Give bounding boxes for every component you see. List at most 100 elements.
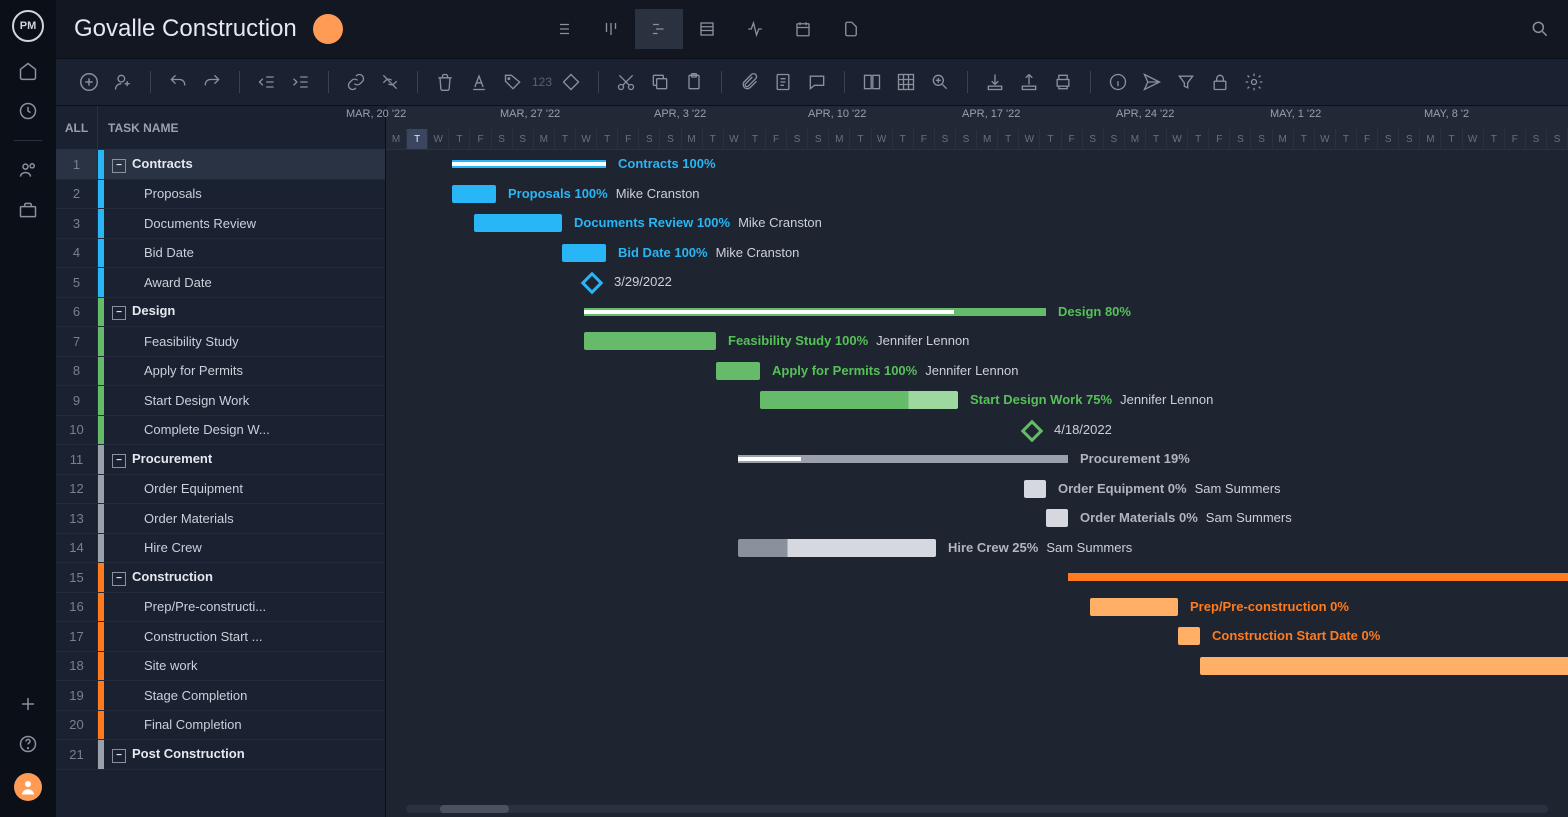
task-row[interactable]: 20Final Completion	[56, 711, 385, 741]
task-bar[interactable]	[760, 391, 958, 409]
view-sheet-icon[interactable]	[683, 9, 731, 49]
expand-icon[interactable]: −	[112, 306, 126, 320]
task-row[interactable]: 19Stage Completion	[56, 681, 385, 711]
cut-icon[interactable]	[611, 67, 641, 97]
summary-bar[interactable]	[452, 160, 606, 168]
task-row[interactable]: 18Site work	[56, 652, 385, 682]
task-row[interactable]: 21−Post Construction	[56, 740, 385, 770]
task-bar[interactable]	[562, 244, 606, 262]
project-avatar[interactable]	[313, 14, 343, 44]
info-icon[interactable]	[1103, 67, 1133, 97]
expand-icon[interactable]: −	[112, 572, 126, 586]
comment-icon[interactable]	[802, 67, 832, 97]
indent-icon[interactable]	[286, 67, 316, 97]
redo-icon[interactable]	[197, 67, 227, 97]
task-number: 21	[56, 740, 98, 769]
export-icon[interactable]	[1014, 67, 1044, 97]
milestone-diamond[interactable]	[1021, 419, 1044, 442]
tag-icon[interactable]	[498, 67, 528, 97]
task-row[interactable]: 10Complete Design W...	[56, 416, 385, 446]
task-bar[interactable]	[1024, 480, 1046, 498]
header-task-name[interactable]: TASK NAME	[98, 121, 385, 135]
unlink-icon[interactable]	[375, 67, 405, 97]
task-row[interactable]: 9Start Design Work	[56, 386, 385, 416]
plus-icon[interactable]	[17, 693, 39, 715]
copy-icon[interactable]	[645, 67, 675, 97]
task-row[interactable]: 14Hire Crew	[56, 534, 385, 564]
task-bar[interactable]	[1090, 598, 1178, 616]
briefcase-icon[interactable]	[17, 199, 39, 221]
text-color-icon[interactable]	[464, 67, 494, 97]
view-list-icon[interactable]	[539, 9, 587, 49]
app-logo[interactable]: PM	[12, 10, 44, 42]
print-icon[interactable]	[1048, 67, 1078, 97]
assign-icon[interactable]	[108, 67, 138, 97]
task-row[interactable]: 3Documents Review	[56, 209, 385, 239]
columns-icon[interactable]	[857, 67, 887, 97]
help-icon[interactable]	[17, 733, 39, 755]
task-row[interactable]: 7Feasibility Study	[56, 327, 385, 357]
task-bar[interactable]	[452, 185, 496, 203]
priority-icon[interactable]	[556, 67, 586, 97]
task-number: 16	[56, 593, 98, 622]
task-bar[interactable]	[716, 362, 760, 380]
bar-label: Hire Crew 25%Sam Summers	[948, 540, 1132, 555]
add-icon[interactable]	[74, 67, 104, 97]
task-bar[interactable]	[584, 332, 716, 350]
summary-bar[interactable]	[1068, 573, 1568, 581]
import-icon[interactable]	[980, 67, 1010, 97]
gantt-scrollbar[interactable]	[406, 805, 1548, 813]
task-bar[interactable]	[738, 539, 936, 557]
link-icon[interactable]	[341, 67, 371, 97]
grid-icon[interactable]	[891, 67, 921, 97]
task-name-cell: Documents Review	[104, 216, 385, 231]
lock-icon[interactable]	[1205, 67, 1235, 97]
expand-icon[interactable]: −	[112, 749, 126, 763]
outdent-icon[interactable]	[252, 67, 282, 97]
task-bar[interactable]	[1046, 509, 1068, 527]
day-cell: T	[407, 129, 428, 149]
user-avatar[interactable]	[14, 773, 42, 801]
view-calendar-icon[interactable]	[779, 9, 827, 49]
view-board-icon[interactable]	[587, 9, 635, 49]
expand-icon[interactable]: −	[112, 159, 126, 173]
task-row[interactable]: 13Order Materials	[56, 504, 385, 534]
task-row[interactable]: 12Order Equipment	[56, 475, 385, 505]
zoom-icon[interactable]	[925, 67, 955, 97]
delete-icon[interactable]	[430, 67, 460, 97]
note-icon[interactable]	[768, 67, 798, 97]
view-activity-icon[interactable]	[731, 9, 779, 49]
task-row[interactable]: 4Bid Date	[56, 239, 385, 269]
task-row[interactable]: 2Proposals	[56, 180, 385, 210]
task-row[interactable]: 17Construction Start ...	[56, 622, 385, 652]
task-row[interactable]: 16Prep/Pre-constructi...	[56, 593, 385, 623]
recent-icon[interactable]	[17, 100, 39, 122]
task-row[interactable]: 1−Contracts	[56, 150, 385, 180]
task-bar[interactable]	[1178, 627, 1200, 645]
milestone-diamond[interactable]	[581, 272, 604, 295]
home-icon[interactable]	[17, 60, 39, 82]
expand-icon[interactable]: −	[112, 454, 126, 468]
task-bar[interactable]	[474, 214, 562, 232]
task-bar[interactable]	[1200, 657, 1568, 675]
view-gantt-icon[interactable]	[635, 9, 683, 49]
attach-icon[interactable]	[734, 67, 764, 97]
view-files-icon[interactable]	[827, 9, 875, 49]
task-row[interactable]: 6−Design	[56, 298, 385, 328]
search-icon[interactable]	[1530, 19, 1550, 39]
paste-icon[interactable]	[679, 67, 709, 97]
gantt-body[interactable]: Contracts 100%Proposals 100%Mike Cransto…	[386, 150, 1568, 817]
undo-icon[interactable]	[163, 67, 193, 97]
header-all[interactable]: ALL	[56, 106, 98, 149]
summary-bar[interactable]	[584, 308, 1046, 316]
task-row[interactable]: 11−Procurement	[56, 445, 385, 475]
settings-icon[interactable]	[1239, 67, 1269, 97]
summary-bar[interactable]	[738, 455, 1068, 463]
task-row[interactable]: 8Apply for Permits	[56, 357, 385, 387]
task-row[interactable]: 15−Construction	[56, 563, 385, 593]
filter-icon[interactable]	[1171, 67, 1201, 97]
send-icon[interactable]	[1137, 67, 1167, 97]
people-icon[interactable]	[17, 159, 39, 181]
scrollbar-thumb[interactable]	[440, 805, 509, 813]
task-row[interactable]: 5Award Date	[56, 268, 385, 298]
